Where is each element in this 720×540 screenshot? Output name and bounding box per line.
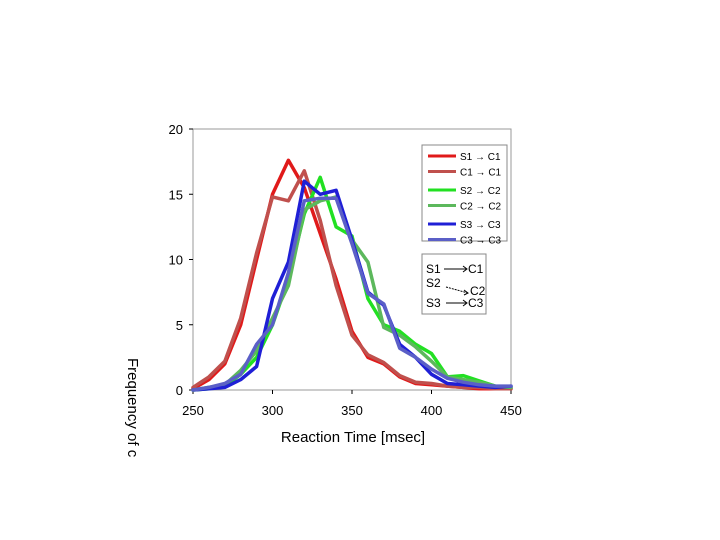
diagram-label-s1: S1 <box>426 262 441 276</box>
series-line-2 <box>191 169 513 391</box>
legend-label-1: S1 → C1 <box>460 152 501 163</box>
series-line-6 <box>191 196 513 392</box>
y-axis-title: Frequency of c <box>124 358 141 458</box>
diagram-arrow-s2-c2 <box>445 286 469 294</box>
tick-layer: 250 300 350 400 450 0 5 10 15 20 <box>169 122 522 418</box>
x-tick-label: 400 <box>421 403 443 418</box>
series-layer <box>191 158 513 392</box>
y-tick-label: 0 <box>176 383 183 398</box>
diagram-label-s3: S3 <box>426 296 441 310</box>
diagram-label-c2: C2 <box>470 284 486 298</box>
x-tick-label: 450 <box>500 403 522 418</box>
diagram-label-c1: C1 <box>468 262 484 276</box>
legend-label-6: C3 → C3 <box>460 236 502 247</box>
diagram-label-s2: S2 <box>426 276 441 290</box>
legend-label-5: S3 → C3 <box>460 220 501 231</box>
diagram: S1 C1 S2 C2 S3 C3 <box>426 262 486 310</box>
diagram-arrowhead-s1-c1 <box>462 265 468 273</box>
legend-label-4: C2 → C2 <box>460 202 502 213</box>
diagram-arrowhead-s2-c2 <box>463 289 469 296</box>
y-tick-label: 15 <box>169 187 183 202</box>
diagram-box <box>421 253 487 315</box>
x-tick-label: 250 <box>182 403 204 418</box>
diagram-arrowhead-s3-c3 <box>462 299 468 307</box>
diagram-label-c3: C3 <box>468 296 484 310</box>
y-tick-label: 20 <box>169 122 183 137</box>
legend-label-2: C1 → C1 <box>460 168 502 179</box>
x-tick-label: 350 <box>341 403 363 418</box>
legend-label-3: S2 → C2 <box>460 186 501 197</box>
x-tick-label: 300 <box>262 403 284 418</box>
y-tick-label: 5 <box>176 318 183 333</box>
legend: S1 → C1 C1 → C1 S2 → C2 C2 → C2 S3 → C3 C3 → … <box>428 152 502 247</box>
y-tick-label: 10 <box>169 253 183 268</box>
x-axis-title: Reaction Time [msec] <box>281 429 425 446</box>
